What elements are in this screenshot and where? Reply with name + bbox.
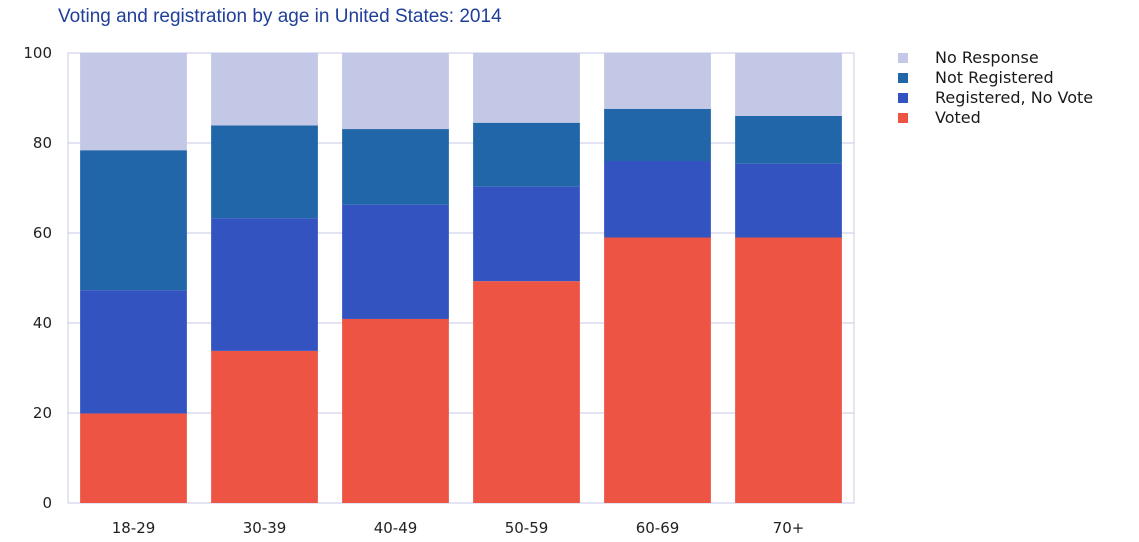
bar-segment — [473, 53, 580, 123]
legend-label: Registered, No Vote — [935, 88, 1093, 107]
x-tick-label: 70+ — [773, 519, 805, 537]
bar-segment — [342, 129, 449, 205]
legend-swatch — [898, 93, 908, 103]
bar-segment — [735, 237, 842, 503]
bar-segment — [80, 53, 187, 151]
y-tick-label: 80 — [33, 134, 52, 152]
legend-swatch — [898, 53, 908, 63]
y-tick-label: 60 — [33, 224, 52, 242]
y-axis-ticks: 0 20 40 60 80 100 — [23, 44, 52, 512]
x-tick-label: 40-49 — [374, 519, 418, 537]
bar-segment — [80, 290, 187, 414]
y-tick-label: 40 — [33, 314, 52, 332]
bar-segment — [735, 116, 842, 164]
bar-segment — [211, 125, 318, 219]
bar-segment — [735, 53, 842, 116]
bar-segment — [80, 150, 187, 291]
bar-segment — [211, 53, 318, 126]
chart-title: Voting and registration by age in United… — [58, 6, 502, 27]
legend-label: No Response — [935, 48, 1039, 67]
y-tick-label: 20 — [33, 404, 52, 422]
legend-swatch — [898, 73, 908, 83]
x-tick-label: 60-69 — [636, 519, 680, 537]
gridlines — [68, 52, 854, 504]
bar-segment — [473, 186, 580, 282]
legend-label: Not Registered — [935, 68, 1054, 87]
x-tick-label: 50-59 — [505, 519, 549, 537]
bar-segment — [604, 237, 711, 503]
x-tick-label: 30-39 — [243, 519, 287, 537]
x-axis-ticks: 18-29 30-39 40-49 50-59 60-69 70+ — [112, 519, 805, 537]
bar-segment — [342, 53, 449, 130]
y-tick-label: 100 — [23, 44, 52, 62]
y-tick-label: 0 — [42, 494, 52, 512]
legend-label: Voted — [935, 108, 981, 127]
bar-segment — [604, 53, 711, 109]
bar-segment — [473, 122, 580, 187]
bar-segment — [211, 350, 318, 503]
x-tick-label: 18-29 — [112, 519, 156, 537]
bar-segment — [604, 108, 711, 161]
plot-frame — [67, 52, 855, 504]
bar-segment — [211, 218, 318, 351]
bar-segment — [735, 163, 842, 238]
bar-segment — [342, 204, 449, 319]
bar-segment — [342, 318, 449, 503]
bars — [80, 53, 842, 503]
plot-background — [67, 52, 855, 504]
bar-segment — [473, 281, 580, 503]
legend-swatch — [898, 113, 908, 123]
bar-segment — [80, 413, 187, 503]
bar-segment — [604, 161, 711, 238]
